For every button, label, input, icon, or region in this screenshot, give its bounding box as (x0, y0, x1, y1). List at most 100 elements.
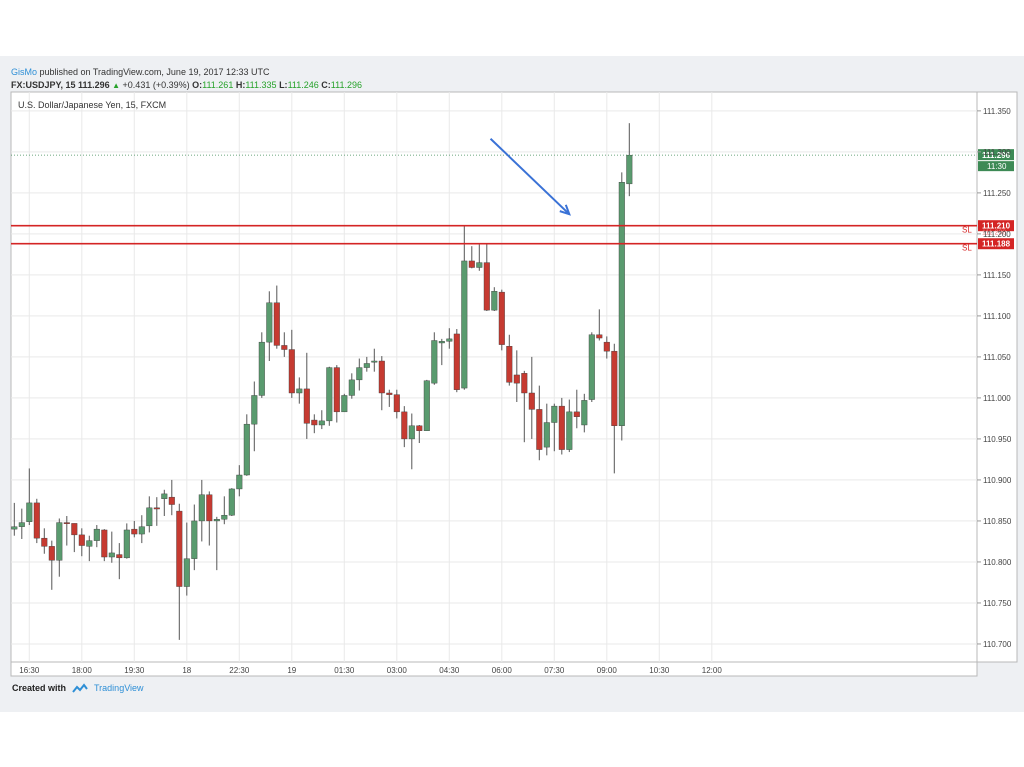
candle-down[interactable] (416, 424, 423, 444)
candle-up[interactable] (56, 518, 63, 577)
candle-up[interactable] (461, 225, 468, 390)
candle-up[interactable] (26, 468, 33, 526)
candle-up[interactable] (191, 504, 198, 571)
candle-up[interactable] (476, 244, 483, 271)
candle-up[interactable] (198, 479, 205, 542)
candle-down[interactable] (536, 385, 543, 461)
tradingview-brand[interactable]: TradingView (94, 683, 144, 693)
candle-up[interactable] (408, 413, 415, 470)
candle-down[interactable] (288, 329, 295, 398)
candle-up[interactable] (326, 366, 333, 426)
author-link[interactable]: GisMo (11, 67, 38, 77)
candle-down[interactable] (101, 529, 108, 562)
candle-body (296, 388, 303, 394)
candle-up[interactable] (251, 381, 258, 452)
candle-down[interactable] (168, 479, 175, 516)
candle-body (116, 554, 123, 559)
candle-body (551, 405, 558, 423)
candle-up[interactable] (551, 403, 558, 452)
candle-up[interactable] (423, 379, 430, 431)
candle-up[interactable] (161, 489, 168, 517)
candle-up[interactable] (566, 399, 573, 453)
candle-down[interactable] (311, 414, 318, 434)
candle-up[interactable] (491, 287, 498, 311)
candle-up[interactable] (618, 172, 625, 441)
candle-up[interactable] (266, 291, 273, 362)
candle-up[interactable] (228, 488, 235, 517)
candle-body (356, 367, 363, 381)
candle-down[interactable] (303, 352, 310, 439)
candle-down[interactable] (176, 503, 183, 640)
candle-up[interactable] (183, 522, 190, 596)
candle-down[interactable] (596, 309, 603, 341)
candle-up[interactable] (108, 531, 115, 563)
candle-down[interactable] (33, 498, 40, 544)
candle-up[interactable] (243, 414, 250, 476)
candle-down[interactable] (63, 516, 70, 546)
candle-down[interactable] (116, 543, 123, 580)
candle-up[interactable] (221, 496, 228, 525)
candle-down[interactable] (453, 329, 460, 393)
candle-down[interactable] (41, 528, 48, 554)
candle-body (408, 425, 415, 440)
candle-body (603, 341, 610, 352)
candle-down[interactable] (131, 520, 138, 538)
candle-down[interactable] (71, 523, 78, 553)
y-tick-label: 110.950 (983, 435, 1012, 444)
candle-up[interactable] (86, 535, 93, 562)
candle-down[interactable] (558, 397, 565, 455)
candle-up[interactable] (581, 393, 588, 433)
candle-up[interactable] (296, 377, 303, 404)
candle-up[interactable] (123, 523, 130, 559)
candle-down[interactable] (498, 289, 505, 351)
candle-down[interactable] (483, 243, 490, 311)
candle-up[interactable] (363, 356, 370, 372)
candle-down[interactable] (206, 491, 213, 546)
candle-down[interactable] (528, 356, 535, 439)
candle-down[interactable] (506, 334, 513, 386)
candle-up[interactable] (93, 525, 100, 548)
candle-down[interactable] (611, 343, 618, 474)
candle-up[interactable] (258, 332, 265, 398)
time-axis[interactable] (10, 661, 978, 677)
candle-body (288, 349, 295, 394)
candle-up[interactable] (146, 496, 153, 533)
candle-up[interactable] (318, 410, 325, 430)
candle-up[interactable] (446, 328, 453, 349)
candle-body (348, 379, 355, 396)
candle-down[interactable] (401, 406, 408, 448)
candle-up[interactable] (138, 515, 145, 544)
candle-up[interactable] (213, 516, 220, 571)
candle-down[interactable] (333, 365, 340, 423)
candle-down[interactable] (393, 389, 400, 419)
candle-up[interactable] (341, 393, 348, 413)
candle-down[interactable] (603, 336, 610, 359)
candle-up[interactable] (543, 403, 550, 456)
candle-down[interactable] (386, 389, 393, 407)
candle-down[interactable] (78, 528, 85, 557)
candle-up[interactable] (431, 332, 438, 385)
low-value: 111.246 (287, 80, 319, 90)
candle-down[interactable] (513, 350, 520, 403)
candle-up[interactable] (371, 348, 378, 372)
candle-up[interactable] (356, 358, 363, 391)
candle-up[interactable] (236, 465, 243, 497)
candle-up[interactable] (18, 508, 25, 539)
candle-down[interactable] (281, 332, 288, 357)
candle-down[interactable] (48, 540, 55, 590)
candle-up[interactable] (588, 332, 595, 403)
candle-up[interactable] (438, 338, 445, 366)
up-triangle-icon: ▲ (112, 81, 121, 90)
candle-down[interactable] (273, 285, 280, 349)
annotation-arrow[interactable] (489, 138, 571, 216)
candle-up[interactable] (11, 502, 18, 536)
candle-down[interactable] (573, 389, 580, 429)
plot-area[interactable] (10, 91, 978, 663)
candle-down[interactable] (521, 370, 528, 443)
candle-up[interactable] (348, 373, 355, 399)
candle-down[interactable] (468, 246, 475, 269)
candle-down[interactable] (153, 497, 160, 526)
price-axis[interactable] (976, 91, 1018, 663)
candle-down[interactable] (378, 356, 385, 411)
